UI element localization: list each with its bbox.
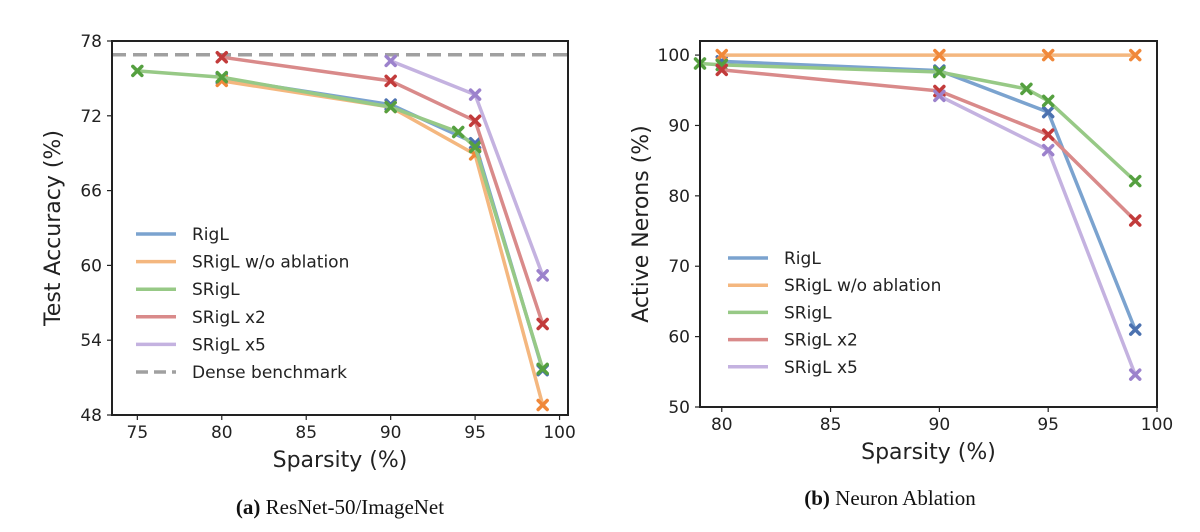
- caption-a-text: ResNet-50/ImageNet: [265, 495, 445, 519]
- legend-label: SRigL x5: [192, 335, 266, 355]
- x-tick-label: 85: [820, 415, 842, 435]
- legend-label: SRigL w/o ablation: [784, 276, 941, 296]
- legend-label: RigL: [784, 249, 821, 269]
- series-srigl: [693, 57, 1142, 188]
- x-tick-label: 90: [380, 423, 402, 443]
- data-point-marker: [536, 362, 549, 376]
- legend-label: SRigL x2: [192, 308, 266, 328]
- data-point-marker: [384, 100, 397, 114]
- series-srigl-x5: [384, 54, 549, 282]
- series-line: [135, 69, 545, 371]
- legend-label: SRigL x2: [784, 331, 858, 351]
- series-line: [937, 94, 1137, 377]
- legend-label: RigL: [192, 225, 229, 245]
- legend-label: SRigL: [784, 303, 832, 323]
- data-point-marker: [468, 88, 482, 101]
- y-tick-label: 90: [668, 116, 690, 136]
- series-srigl-w-o-ablation: [715, 48, 1142, 62]
- y-tick-label: 48: [80, 406, 102, 426]
- x-tick-label: 95: [464, 423, 486, 443]
- legend-label: Dense benchmark: [192, 363, 347, 383]
- legend-label: SRigL x5: [784, 358, 858, 378]
- x-tick-label: 80: [211, 423, 233, 443]
- data-point-marker: [1041, 48, 1055, 62]
- series-line: [720, 59, 1137, 332]
- y-tick-label: 66: [80, 182, 102, 202]
- caption-b-text: Neuron Ablation: [835, 486, 976, 510]
- x-tick-label: 100: [543, 423, 575, 443]
- series-line: [220, 79, 545, 407]
- data-point-marker: [1041, 143, 1055, 157]
- x-tick-label: 80: [711, 415, 733, 435]
- legend-label: SRigL w/o ablation: [192, 253, 349, 273]
- y-tick-label: 50: [668, 398, 690, 418]
- data-point-marker: [1128, 174, 1142, 188]
- series-srigl-x5: [933, 89, 1142, 381]
- series-line: [220, 55, 545, 326]
- caption-b: (b) Neuron Ablation: [640, 486, 1140, 511]
- data-point-marker: [1041, 128, 1055, 141]
- data-point-marker: [933, 48, 946, 62]
- data-point-marker: [384, 54, 397, 68]
- plot-frame: [699, 40, 1158, 408]
- data-point-marker: [131, 64, 144, 78]
- y-tick-label: 100: [658, 46, 690, 66]
- data-point-marker: [933, 89, 946, 103]
- data-point-marker: [1041, 94, 1055, 108]
- data-point-marker: [384, 74, 397, 88]
- series-srigl: [131, 64, 549, 376]
- data-point-marker: [451, 125, 465, 139]
- y-axis-label: Test Accuracy (%): [41, 130, 66, 327]
- data-point-marker: [215, 50, 229, 64]
- x-axis-label: Sparsity (%): [861, 440, 996, 465]
- series-srigl-w-o-ablation: [215, 74, 549, 412]
- y-tick-label: 72: [80, 107, 102, 127]
- x-tick-label: 90: [929, 415, 951, 435]
- data-point-marker: [536, 317, 549, 331]
- data-point-marker: [1020, 82, 1033, 96]
- caption-a: (a) ResNet-50/ImageNet: [80, 495, 600, 520]
- x-tick-label: 95: [1037, 415, 1059, 435]
- y-tick-label: 80: [668, 187, 690, 207]
- series-srigl-x2: [215, 50, 549, 331]
- data-point-marker: [1128, 48, 1142, 62]
- y-tick-label: 54: [80, 331, 102, 351]
- data-point-marker: [536, 269, 549, 282]
- x-axis-label: Sparsity (%): [273, 448, 408, 473]
- y-tick-label: 78: [80, 32, 102, 52]
- data-point-marker: [933, 65, 946, 79]
- x-tick-label: 85: [295, 423, 317, 443]
- chart-1: 80 85 90 95 100 50 60 70 80 90 100 Sparsity (%) Acti…: [629, 40, 1173, 465]
- data-point-marker: [1128, 368, 1142, 381]
- data-point-marker: [1128, 214, 1142, 227]
- y-tick-label: 60: [80, 256, 102, 276]
- legend: RigL SRigL w/o ablation SRigL SRigL x2 SRigL…: [728, 249, 941, 378]
- data-point-marker: [715, 63, 729, 77]
- chart-0: 75 80 85 90 95 100 48 54 60 66 72 78 Sparsity (%) Tes…: [41, 32, 576, 473]
- y-tick-label: 60: [668, 328, 690, 348]
- caption-b-tag: (b): [804, 486, 830, 510]
- legend-label: SRigL: [192, 280, 240, 300]
- y-axis-label: Active Nerons (%): [629, 125, 654, 323]
- x-tick-label: 100: [1141, 415, 1173, 435]
- data-point-marker: [1128, 323, 1142, 336]
- data-point-marker: [468, 114, 482, 128]
- x-tick-label: 75: [127, 423, 149, 443]
- caption-a-tag: (a): [235, 495, 261, 519]
- data-point-marker: [1041, 105, 1055, 119]
- y-tick-label: 70: [668, 257, 690, 277]
- plot-frame: [111, 40, 569, 416]
- data-point-marker: [468, 140, 482, 154]
- data-point-marker: [215, 70, 229, 84]
- data-point-marker: [715, 48, 729, 62]
- legend: RigL SRigL w/o ablation SRigL SRigL x2 SRigL…: [136, 225, 349, 383]
- series-line: [720, 68, 1137, 223]
- series-srigl-x2: [715, 63, 1142, 227]
- data-point-marker: [536, 398, 549, 412]
